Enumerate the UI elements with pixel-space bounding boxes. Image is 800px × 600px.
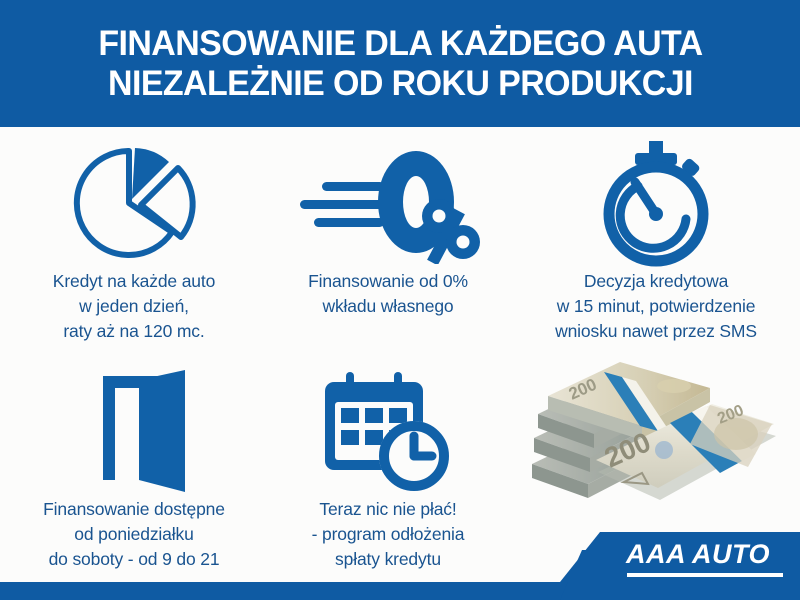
- calendar-clock-icon: [321, 367, 456, 497]
- feature-item-zero-percent: Finansowanie od 0% wkładu własnego: [262, 139, 514, 319]
- banknote-stacks-photo: 200 200 200: [524, 360, 796, 530]
- feature-caption: Decyzja kredytowa w 15 minut, potwierdze…: [555, 271, 757, 341]
- pie-chart-icon: [59, 139, 209, 269]
- feature-item-decision-time: Decyzja kredytowa w 15 minut, potwierdze…: [512, 139, 800, 344]
- feature-item-opening-hours: Finansowanie dostępne od poniedziałku do…: [0, 367, 268, 572]
- feature-caption: Finansowanie dostępne od poniedziałku do…: [43, 499, 225, 569]
- feature-item-credit: Kredyt na każde auto w jeden dzień, raty…: [0, 139, 268, 344]
- zero-percent-icon: [288, 139, 488, 269]
- feature-item-deferred-payment: Teraz nic nie płać! - program odłożenia …: [262, 367, 514, 572]
- feature-caption: Finansowanie od 0% wkładu własnego: [308, 271, 468, 316]
- stopwatch-icon: [591, 139, 721, 269]
- headline-line-2: NIEZALEŻNIE OD ROKU PRODUKCJI: [107, 63, 693, 103]
- aaa-auto-logo[interactable]: AAA AUTO: [560, 532, 800, 582]
- banner-header: FINANSOWANIE DLA KAŻDEGO AUTA NIEZALEŻNI…: [0, 0, 800, 127]
- feature-caption: Kredyt na każde auto w jeden dzień, raty…: [52, 271, 216, 341]
- logo-underline: [627, 573, 783, 577]
- feature-caption: Teraz nic nie płać! - program odłożenia …: [311, 499, 465, 569]
- logo-text: AAA AUTO: [626, 539, 770, 569]
- open-door-icon: [69, 367, 199, 497]
- headline-line-1: FINANSOWANIE DLA KAŻDEGO AUTA: [97, 24, 703, 64]
- feature-grid: Kredyt na każde auto w jeden dzień, raty…: [0, 127, 800, 600]
